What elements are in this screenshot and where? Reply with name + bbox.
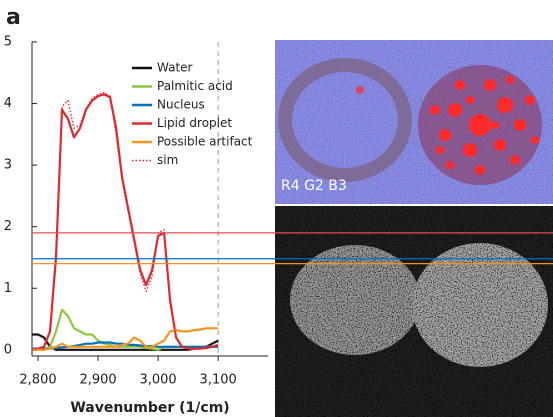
image2-noise	[275, 206, 553, 417]
series-line	[32, 333, 219, 351]
legend-label: Possible artifact	[157, 135, 253, 149]
y-tick-label: 1	[4, 281, 12, 296]
series-line	[31, 93, 219, 351]
x-tick-label: 2,800	[19, 373, 56, 388]
y-tick-label: 0	[4, 342, 12, 357]
x-tick-label: 2,900	[79, 373, 116, 388]
y-tick-label: 4	[4, 96, 12, 111]
series-line	[31, 91, 219, 351]
legend-label: Lipid droplet	[157, 116, 232, 130]
legend-label: sim	[157, 153, 178, 167]
legend-label: Palmitic acid	[157, 79, 233, 93]
y-tick-label: 5	[4, 35, 12, 50]
x-axis-label: Wavenumber (1/cm)	[70, 400, 229, 416]
x-tick-label: 3,100	[200, 373, 237, 388]
panel-label: a	[6, 5, 21, 30]
cell-outline	[278, 58, 412, 182]
y-tick-label: 2	[4, 219, 12, 234]
x-tick-label: 3,000	[139, 373, 176, 388]
series-line	[32, 327, 219, 351]
legend-label: Water	[157, 61, 193, 75]
droplets	[356, 76, 539, 175]
image-label: R4 G2 B3	[281, 178, 347, 194]
legend-label: Nucleus	[157, 98, 205, 112]
y-tick-label: 3	[4, 158, 12, 173]
